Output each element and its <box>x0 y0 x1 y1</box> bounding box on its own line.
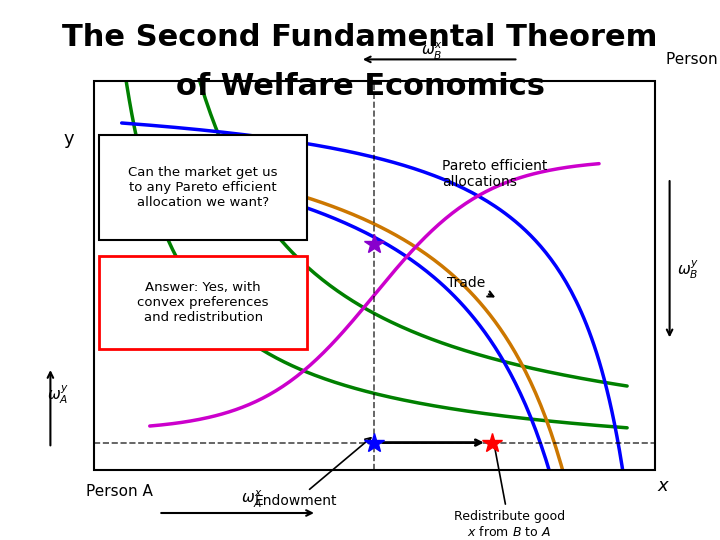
Text: $\omega_A^y$: $\omega_A^y$ <box>47 383 68 406</box>
FancyBboxPatch shape <box>99 136 307 240</box>
Text: Answer: Yes, with
convex preferences
and redistribution: Answer: Yes, with convex preferences and… <box>138 281 269 324</box>
Text: $\omega_A^x$: $\omega_A^x$ <box>241 489 263 510</box>
Text: Person A: Person A <box>86 484 153 499</box>
Text: Redistribute good
$x$ from $B$ to $A$: Redistribute good $x$ from $B$ to $A$ <box>454 440 564 539</box>
Text: $\omega_B^y$: $\omega_B^y$ <box>677 259 698 281</box>
Text: of Welfare Economics: of Welfare Economics <box>176 72 544 101</box>
Text: x: x <box>657 477 667 495</box>
Text: y: y <box>63 130 73 148</box>
Text: Trade: Trade <box>447 276 493 296</box>
Text: The Second Fundamental Theorem: The Second Fundamental Theorem <box>63 23 657 52</box>
Text: Pareto efficient
allocations: Pareto efficient allocations <box>442 159 547 190</box>
Text: Person B: Person B <box>666 52 720 67</box>
FancyBboxPatch shape <box>99 256 307 349</box>
Text: $\omega_B^x$: $\omega_B^x$ <box>421 40 443 62</box>
Text: Can the market get us
to any Pareto efficient
allocation we want?: Can the market get us to any Pareto effi… <box>128 166 278 210</box>
Text: Endowment: Endowment <box>255 438 371 508</box>
